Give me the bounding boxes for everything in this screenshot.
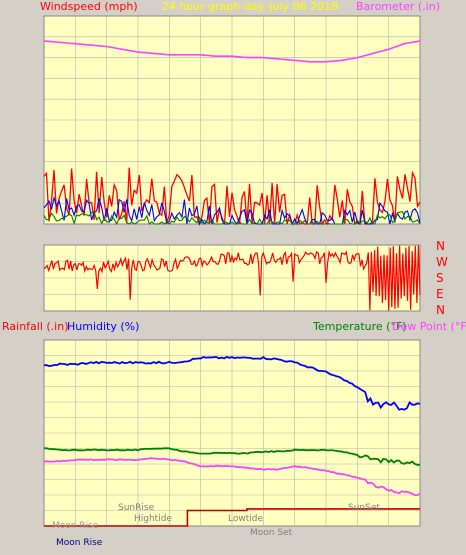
- hightide-annotation: Hightide: [134, 514, 172, 524]
- barometer-series-line: [43, 40, 421, 63]
- wind-speed-series-line: [43, 195, 421, 226]
- windspeed-axis-label: Windspeed (mph): [40, 0, 138, 13]
- wind-baro-grid: [44, 16, 420, 224]
- moonrise-annotation: Moon Rise: [56, 538, 103, 548]
- wind-direction-series-line: [43, 245, 421, 311]
- lowtide-annotation: Lowtide: [228, 514, 263, 524]
- chart-title: 24 hour graph day. July 06 2018: [162, 0, 338, 13]
- compass-n-top: N: [436, 239, 445, 253]
- rain-temp-series: [43, 355, 421, 527]
- wind-avg-series-line: [43, 210, 421, 226]
- humidity-series-line: [44, 447, 420, 466]
- rain-temp-grid: [44, 340, 420, 526]
- compass-n-bottom: N: [436, 303, 445, 317]
- rainfall-axis-label: Rainfall (.in): [2, 320, 69, 333]
- humidity-axis-label: Humidity (%): [67, 320, 139, 333]
- moonset-annotation: Moon Set: [250, 528, 293, 538]
- temperature-axis-label: Temperature (°F): [312, 320, 407, 333]
- sunset-annotation: SunSet: [348, 503, 380, 513]
- compass-w: W: [436, 255, 448, 269]
- compass-e: E: [436, 287, 444, 301]
- wind-direction-series: [43, 245, 421, 311]
- rainfall-series-line: [44, 508, 420, 527]
- moonrise-faded-annotation: Moon Rise: [52, 521, 99, 531]
- dewpoint-axis-label: Dew Point (°F): [392, 320, 466, 333]
- temperature-series-line: [44, 355, 421, 411]
- compass-s: S: [436, 271, 444, 285]
- barometer-axis-label: Barometer (.in): [356, 0, 440, 13]
- wind-baro-series: [43, 40, 421, 227]
- dewpoint-series-line: [43, 457, 421, 497]
- sunrise-annotation: SunRise: [118, 503, 155, 513]
